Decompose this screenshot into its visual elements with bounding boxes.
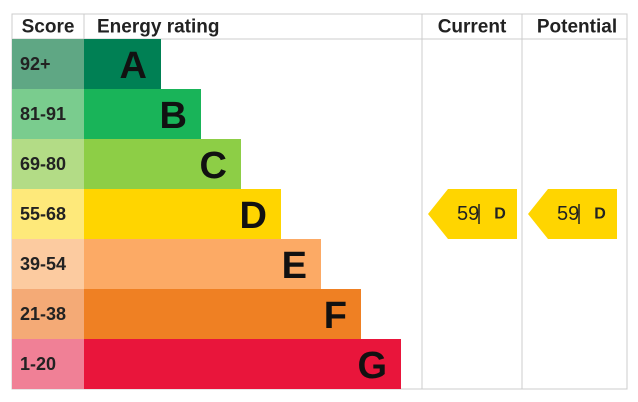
potential-header: Potential (537, 17, 617, 38)
score-cell (12, 39, 84, 89)
rating-letter: B (160, 95, 187, 137)
score-range: 1-20 (20, 354, 56, 374)
score-range: 81-91 (20, 104, 66, 124)
score-range: 21-38 (20, 304, 66, 324)
rating-letter: D (240, 195, 267, 237)
rating-letter: F (324, 295, 347, 337)
rating-letter: C (200, 145, 227, 187)
score-range: 39-54 (20, 254, 66, 274)
rating-bar (84, 339, 401, 389)
rating-bar (84, 289, 361, 339)
rating-bar (84, 39, 161, 89)
rating-letter: A (120, 45, 147, 87)
score-cell (12, 289, 84, 339)
potential-score: 59 (557, 203, 579, 225)
potential-band: D (594, 206, 606, 223)
score-range: 69-80 (20, 154, 66, 174)
score-range: 55-68 (20, 204, 66, 224)
score-cell (12, 139, 84, 189)
rating-letter: G (357, 345, 387, 387)
rating-bar (84, 89, 201, 139)
current-header: Current (438, 17, 507, 38)
score-range: 92+ (20, 54, 51, 74)
rating-header: Energy rating (97, 17, 219, 38)
current-band: D (494, 206, 506, 223)
score-header: Score (22, 17, 75, 38)
rating-letter: E (282, 245, 307, 287)
score-cell (12, 239, 84, 289)
score-cell (12, 189, 84, 239)
rating-bar (84, 239, 321, 289)
rating-bar (84, 189, 281, 239)
potential-arrow (528, 189, 617, 239)
rating-bar (84, 139, 241, 189)
current-score: 59 (457, 203, 479, 225)
score-cell (12, 339, 84, 389)
current-arrow (428, 189, 517, 239)
score-cell (12, 89, 84, 139)
